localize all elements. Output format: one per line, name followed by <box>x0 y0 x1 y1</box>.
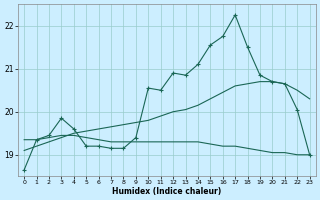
X-axis label: Humidex (Indice chaleur): Humidex (Indice chaleur) <box>112 187 221 196</box>
